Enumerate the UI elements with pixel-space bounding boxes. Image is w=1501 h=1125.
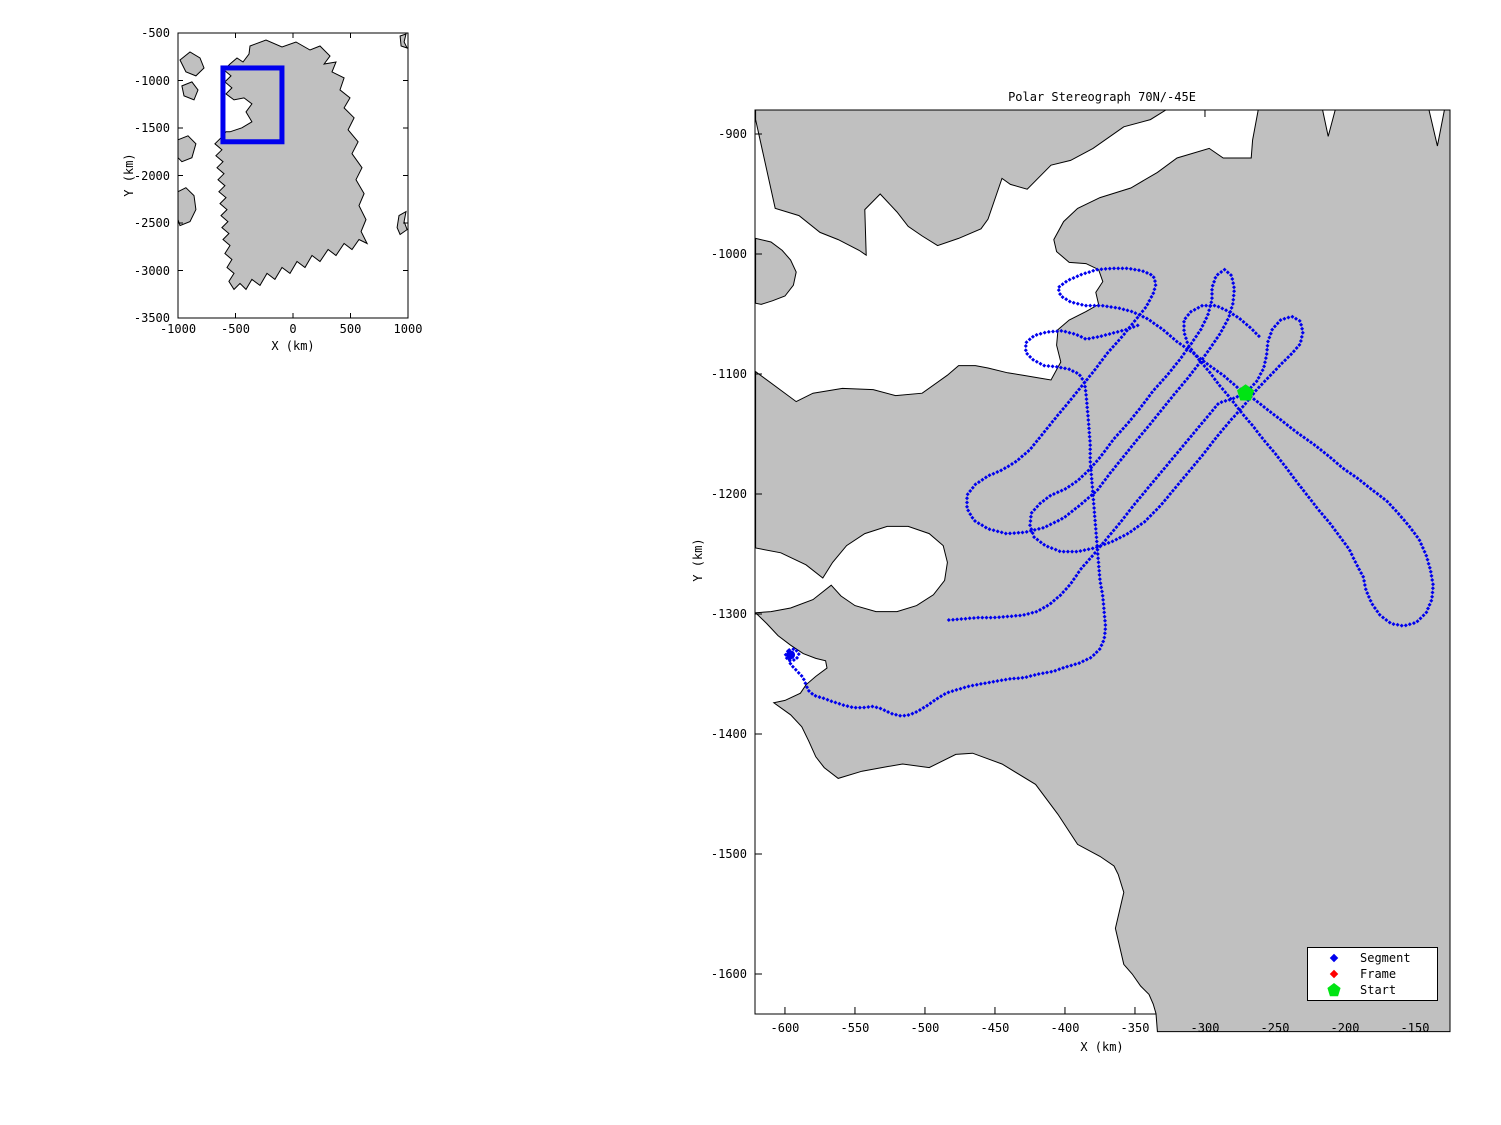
inset-axes-ticks <box>177 32 409 319</box>
main-y-tick-label: -1300 <box>710 607 747 622</box>
inset-land-polygon <box>396 210 408 236</box>
main-land-polygon <box>755 237 797 305</box>
main-y-tick-label: -1400 <box>710 727 747 742</box>
main-x-tick-label: -300 <box>1190 1021 1220 1035</box>
legend-label-frame: Frame <box>1360 967 1397 981</box>
segment-marker-icon <box>1329 953 1339 963</box>
inset-land-polygon <box>177 187 197 227</box>
main-x-tick-label: -450 <box>980 1021 1010 1035</box>
main-y-tick-label: -900 <box>718 127 747 141</box>
inset-land-polygon <box>181 81 199 101</box>
main-plot-title: Polar Stereograph 70N/-45E <box>1008 90 1196 104</box>
legend-item-frame: Frame <box>1308 966 1437 982</box>
main-x-tick-label: -600 <box>770 1021 800 1035</box>
inset-x-tick-label: 500 <box>339 322 362 336</box>
inset-y-tick-label: -2000 <box>133 168 170 183</box>
main-x-tick-label: -400 <box>1050 1021 1080 1035</box>
inset-y-tick-label: -2500 <box>133 216 170 230</box>
main-x-tick-label: -200 <box>1330 1021 1360 1035</box>
inset-y-tick-label: -1500 <box>133 121 170 135</box>
legend-label-start: Start <box>1360 983 1397 997</box>
start-marker-icon <box>1327 983 1341 997</box>
legend-item-start: Start <box>1308 982 1437 998</box>
inset-y-tick-label: -1000 <box>133 73 170 88</box>
legend-item-segment: Segment <box>1308 950 1437 966</box>
legend-label-segment: Segment <box>1360 951 1411 965</box>
inset-y-tick-label: -3500 <box>133 311 170 325</box>
inset-land-polygon <box>399 33 409 49</box>
inset-y-tick-label: -3000 <box>133 263 170 278</box>
inset-x-axis-label: X (km) <box>271 339 315 353</box>
inset-x-tick-label: -500 <box>221 322 250 336</box>
main-land-polygon <box>754 109 1451 1033</box>
main-x-axis-label: X (km) <box>1080 1040 1124 1054</box>
inset-y-tick-label: -500 <box>141 26 170 40</box>
start-marker <box>1237 384 1255 401</box>
track-end-blob <box>786 650 796 660</box>
legend-box: Segment Frame Start <box>1307 947 1438 1001</box>
main-y-tick-label: -1600 <box>710 967 747 982</box>
main-y-tick-label: -1200 <box>710 487 747 502</box>
main-x-tick-label: -250 <box>1260 1021 1290 1035</box>
main-y-tick-label: -1500 <box>710 847 747 862</box>
main-left-spine <box>754 110 762 1014</box>
main-x-tick-label: -150 <box>1400 1021 1430 1035</box>
frame-marker-icon <box>1329 969 1339 979</box>
inset-land-polygon <box>177 135 197 163</box>
inset-land-polygon <box>214 39 369 291</box>
inset-x-tick-label: -1000 <box>159 322 197 336</box>
main-land-polygon <box>755 109 1168 257</box>
main-x-tick-label: -500 <box>910 1021 940 1035</box>
inset-x-tick-label: 0 <box>289 322 297 336</box>
inset-highlight-rect <box>220 65 285 145</box>
inset-x-tick-label: 1000 <box>393 322 423 336</box>
main-x-tick-label: -350 <box>1120 1021 1150 1035</box>
main-y-axis-label: Y (km) <box>691 538 705 582</box>
main-x-tick-label: -550 <box>840 1021 870 1035</box>
inset-land-polygon <box>179 51 205 77</box>
main-y-tick-label: -1100 <box>710 367 747 381</box>
main-y-tick-label: -1000 <box>710 247 747 261</box>
